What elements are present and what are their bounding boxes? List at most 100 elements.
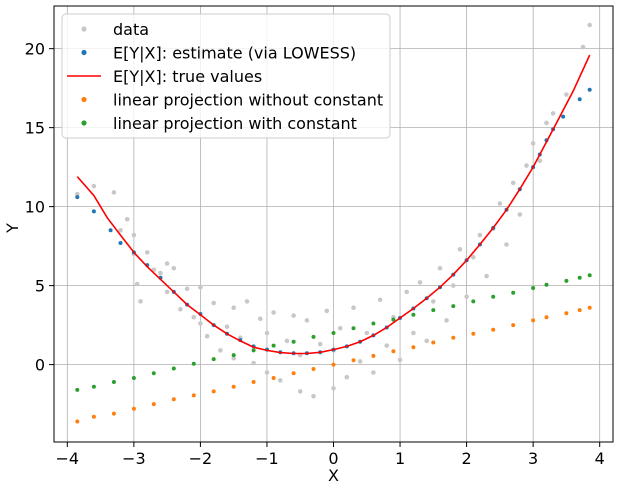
data-point [291,339,296,344]
legend-dot-marker [81,49,87,56]
data-point [424,338,430,344]
legend-label: linear projection without constant [113,91,383,110]
data-point [431,299,436,304]
data-point [324,308,330,314]
data-point [75,195,80,200]
data-point [198,321,203,326]
legend-entry: E[Y|X]: estimate (via LOWESS) [81,44,356,63]
data-point [530,141,536,146]
data-point [111,190,117,195]
data-point [304,318,310,323]
x-axis-label: X [328,466,339,485]
series-e-y-x-true-values [76,54,591,355]
data-point [171,397,176,402]
data-point [491,327,496,332]
data-point [331,331,336,335]
data-point [258,316,263,322]
data-point [91,414,96,419]
x-tick-label: 4 [595,449,605,468]
data-point [587,305,592,310]
series-line [76,54,591,355]
data-point [158,270,163,276]
data-point [164,261,170,266]
data-point [351,326,356,331]
data-point [561,114,566,119]
data-point [451,283,456,288]
y-axis-label: Y [3,223,22,234]
data-point [351,358,356,363]
data-point [531,286,536,290]
legend-label: E[Y|X]: true values [113,67,262,86]
data-point [471,331,476,336]
data-point [118,241,123,245]
y-tick-label: 5 [35,277,45,296]
data-point [550,111,556,116]
data-point [224,324,230,330]
data-point [311,367,316,371]
y-tick-label: 20 [25,40,45,59]
data-point [204,333,210,339]
data-point [231,305,236,311]
data-point [544,315,549,320]
data-point [391,317,396,322]
data-point [184,286,190,292]
data-point [497,201,503,206]
legend-dot-marker [81,120,87,126]
data-point [271,376,276,380]
x-tick-label: −2 [189,449,213,468]
data-point [511,290,516,295]
data-point [178,307,183,312]
data-point [331,362,336,367]
data-point [251,348,256,353]
data-point [491,294,496,299]
data-point [91,183,97,189]
data-point [317,341,323,347]
data-point [211,357,216,362]
data-point [264,370,270,375]
data-point [457,247,463,252]
data-point [198,284,203,290]
data-point [284,338,290,344]
data-point [108,228,113,233]
data-point [431,340,436,345]
data-point [291,371,296,376]
legend-entry: data [81,20,149,39]
legend-label: data [113,20,149,39]
x-tick-label: 2 [462,449,472,468]
legend: data E[Y|X]: estimate (via LOWESS) E[Y|X]:… [61,13,391,139]
data-point [191,393,196,398]
series-linear-projection-with-constant [75,273,592,392]
data-point [264,330,270,336]
data-point [580,44,586,50]
data-point [371,321,376,326]
data-point [504,242,509,247]
data-point [231,384,236,389]
data-point [251,360,256,366]
data-point [531,318,536,323]
legend-box [61,13,391,139]
y-tick-label: 10 [25,198,45,217]
data-point [211,300,216,306]
legend-dot-marker [81,96,87,103]
data-point [377,297,383,303]
data-point [544,282,549,287]
data-point [544,120,549,126]
data-point [577,275,582,280]
data-point [411,330,416,336]
data-point [91,384,96,389]
data-point [151,402,156,407]
data-point [171,265,177,271]
data-point [511,323,516,328]
data-point [537,158,543,164]
data-point [191,361,196,366]
data-point [464,294,469,300]
data-point [471,299,476,304]
data-point [231,353,236,358]
data-point [451,335,456,340]
data-point [144,250,150,255]
data-point [151,371,156,376]
data-point [91,209,96,214]
data-point [191,314,197,320]
data-point [251,380,256,384]
